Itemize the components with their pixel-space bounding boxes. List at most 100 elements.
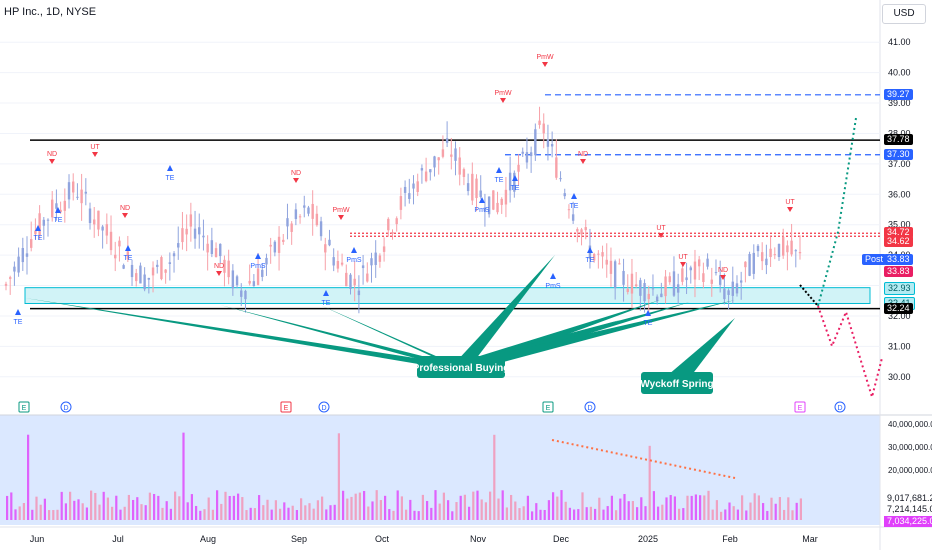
volume-bar <box>291 505 294 520</box>
candle-body <box>458 157 461 175</box>
marker-up <box>125 245 131 251</box>
volume-bar <box>694 494 697 520</box>
volume-bar <box>90 490 93 520</box>
wyckoff-label: TE <box>511 185 520 192</box>
candle-body <box>492 190 495 210</box>
candle-body <box>315 213 319 226</box>
x-tick-label: Sep <box>291 534 307 544</box>
candle-body <box>487 196 491 215</box>
candle-body <box>34 230 37 235</box>
candle-body <box>731 281 734 296</box>
volume-bar <box>77 499 80 520</box>
y-tick-label: 36.00 <box>888 189 911 199</box>
volume-bar <box>405 509 408 520</box>
volume-bar <box>711 509 714 520</box>
volume-bar <box>690 495 693 520</box>
candle-body <box>794 250 797 252</box>
wyckoff-label: TE <box>495 177 504 184</box>
x-tick-label: Mar <box>802 534 818 544</box>
wyckoff-label: TE <box>124 255 133 262</box>
candle-body <box>550 144 554 147</box>
volume-bar <box>400 496 403 520</box>
price-tag: 33.83 <box>884 254 913 266</box>
volume-bar <box>652 491 655 520</box>
candle-body <box>261 269 264 277</box>
candle-body <box>739 280 743 283</box>
candle-body <box>441 149 445 157</box>
candle-body <box>256 268 260 285</box>
volume-bar <box>585 507 588 520</box>
candle-body <box>643 283 646 302</box>
volume-bar <box>363 490 366 520</box>
currency-button[interactable]: USD <box>882 4 926 24</box>
volume-bar <box>56 509 59 520</box>
candle-body <box>143 274 146 290</box>
event-letter: E <box>22 405 27 412</box>
volume-bar <box>253 508 256 520</box>
candle-body <box>769 248 772 258</box>
volume-bar <box>543 509 546 520</box>
candle-body <box>765 258 768 266</box>
candle-body <box>366 273 369 282</box>
candle-body <box>504 189 508 205</box>
candle-body <box>193 228 197 239</box>
volume-bar <box>413 510 416 520</box>
x-tick-label: Jul <box>112 534 124 544</box>
candle-body <box>9 277 12 279</box>
event-letter: E <box>546 405 551 412</box>
volume-bar <box>417 511 420 520</box>
candle-body <box>655 296 659 302</box>
earnings-marker <box>18 401 30 413</box>
candle-body <box>777 243 781 258</box>
volume-bar <box>547 500 550 520</box>
candle-body <box>660 293 663 298</box>
volume-bar <box>98 504 101 520</box>
marker-down <box>720 275 726 280</box>
volume-bar <box>518 508 521 520</box>
candle-body <box>437 157 440 161</box>
price-tag: 34.72 <box>884 227 913 239</box>
volume-bar <box>421 494 424 520</box>
candle-body <box>685 277 688 281</box>
volume-bar <box>610 495 613 520</box>
candle-body <box>525 152 529 163</box>
volume-bar <box>102 491 105 520</box>
candle-body <box>361 265 365 269</box>
candle-body <box>613 261 617 288</box>
volume-bar <box>354 493 357 520</box>
volume-bar <box>371 501 374 520</box>
volume-bar <box>22 503 25 520</box>
callout-box <box>417 356 505 378</box>
volume-bar <box>535 503 538 520</box>
marker-up <box>587 247 593 253</box>
candle-body <box>370 258 373 266</box>
y-tick-label: 30.00 <box>888 372 911 382</box>
candle-body <box>80 189 83 204</box>
volume-bar <box>476 490 479 520</box>
volume-bar <box>489 491 492 520</box>
volume-bar <box>564 501 567 520</box>
candle-body <box>580 229 583 235</box>
candle-body <box>219 243 222 257</box>
volume-bar <box>556 496 559 520</box>
candle-body <box>72 181 75 193</box>
marker-up <box>479 197 485 203</box>
dividend-marker <box>318 401 330 413</box>
event-letter: D <box>63 405 68 412</box>
volume-bar <box>434 490 437 520</box>
volume-bar <box>573 509 576 520</box>
post-tag: Post <box>862 254 887 266</box>
candle-body <box>122 265 125 269</box>
volume-bar <box>661 504 664 520</box>
candle-body <box>147 277 151 280</box>
volume-bar <box>615 510 618 520</box>
support-zone <box>24 287 871 304</box>
candle-body <box>168 262 172 264</box>
volume-bar <box>707 490 710 520</box>
volume-bar <box>367 506 370 520</box>
volume-bar <box>426 500 429 520</box>
volume-tag: 7,034,225.00 <box>884 516 932 527</box>
volume-bar <box>526 495 529 520</box>
